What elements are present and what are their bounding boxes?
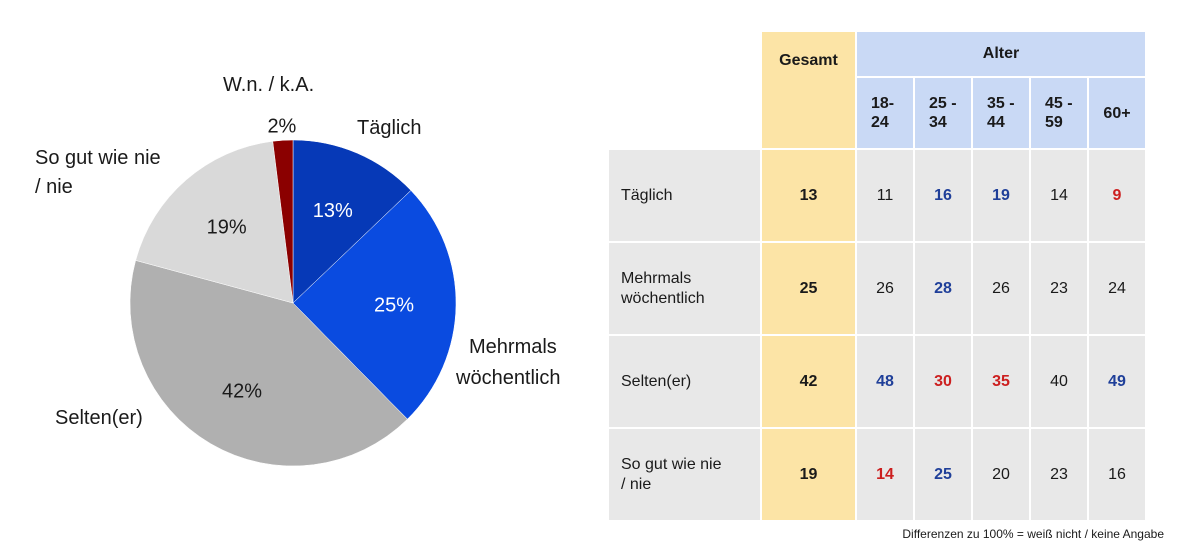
pie-slice-2 [129,260,408,467]
cell-2-0: 48 [857,336,913,427]
row-label-2: Selten(er) [609,336,760,427]
cell-1-0: 26 [857,243,913,334]
age-header-3: 45 -59 [1031,78,1087,148]
cell-1-3: 23 [1031,243,1087,334]
cell-1-4: 24 [1089,243,1145,334]
row-total-0: 13 [762,150,855,241]
age-header-1: 25 -34 [915,78,971,148]
age-header-4: 60+ [1089,78,1145,148]
pie-value-label-3: 19% [207,217,247,239]
age-header-2: 35 -44 [973,78,1029,148]
cell-3-2: 20 [973,429,1029,520]
table-corner [609,32,760,148]
cell-0-2: 19 [973,150,1029,241]
alter-header: Alter [857,32,1145,76]
pie-value-label-0: 13% [313,200,353,222]
cell-0-4: 9 [1089,150,1145,241]
row-total-2: 42 [762,336,855,427]
category-label-wn: W.n. / k.A. [223,74,314,96]
cell-0-1: 16 [915,150,971,241]
row-label-3: So gut wie nie / nie [609,429,760,520]
cell-0-0: 11 [857,150,913,241]
pie-value-labels: 13% 25% 42% 19% 2% [207,115,415,402]
table-row: Selten(er) 42 48 30 35 40 49 [609,336,1145,427]
cell-1-1: 28 [915,243,971,334]
cell-3-3: 23 [1031,429,1087,520]
cell-0-3: 14 [1031,150,1087,241]
gesamt-header: Gesamt [762,32,855,148]
table-row: So gut wie nie / nie 19 14 25 20 23 16 [609,429,1145,520]
pie-slice-1 [292,190,457,420]
pie-slice-4 [272,139,294,304]
pie-slices [129,139,457,467]
cell-2-1: 30 [915,336,971,427]
footnote: Differenzen zu 100% = weiß nicht / keine… [902,527,1164,541]
category-label-sogut-line1: So gut wie nie [35,147,161,169]
cell-3-0: 14 [857,429,913,520]
row-label-1: Mehrmals wöchentlich [609,243,760,334]
cell-1-2: 26 [973,243,1029,334]
row-label-0: Täglich [609,150,760,241]
cell-2-4: 49 [1089,336,1145,427]
table-row: Täglich 13 11 16 19 14 9 [609,150,1145,241]
pie-category-labels: Täglich Mehrmals wöchentlich Selten(er) … [35,74,561,429]
category-label-mehrmals-line1: Mehrmals [469,336,557,358]
table-row: Mehrmals wöchentlich 25 26 28 26 23 24 [609,243,1145,334]
table-body: Täglich 13 11 16 19 14 9 Mehrmals wöchentlich 25 2… [609,150,1145,520]
pie-chart: 13% 25% 42% 19% 2% Täglich Mehrmals wöchentl… [35,74,561,467]
category-label-selten: Selten(er) [55,407,143,429]
age-breakdown-table: Gesamt Alter 18- 24 25 -34 35 -44 45 -59 60+ … [607,30,1147,522]
row-total-3: 19 [762,429,855,520]
cell-3-4: 16 [1089,429,1145,520]
pie-slice-0 [292,139,412,304]
row-total-1: 25 [762,243,855,334]
pie-value-label-1: 25% [374,295,414,317]
pie-slice-3 [135,140,294,304]
cell-3-1: 25 [915,429,971,520]
pie-value-label-4: 2% [267,115,296,137]
table-header-row-1: Gesamt Alter [609,32,1145,148]
cell-2-3: 40 [1031,336,1087,427]
pie-value-label-2: 42% [222,380,262,402]
age-group-header-row: 18- 24 25 -34 35 -44 45 -59 60+ [609,78,1145,148]
category-label-taeglich: Täglich [357,117,421,139]
age-header-0: 18- 24 [857,78,913,148]
category-label-mehrmals-line2: wöchentlich [455,367,561,389]
category-label-sogut-line2: / nie [35,176,73,198]
cell-2-2: 35 [973,336,1029,427]
